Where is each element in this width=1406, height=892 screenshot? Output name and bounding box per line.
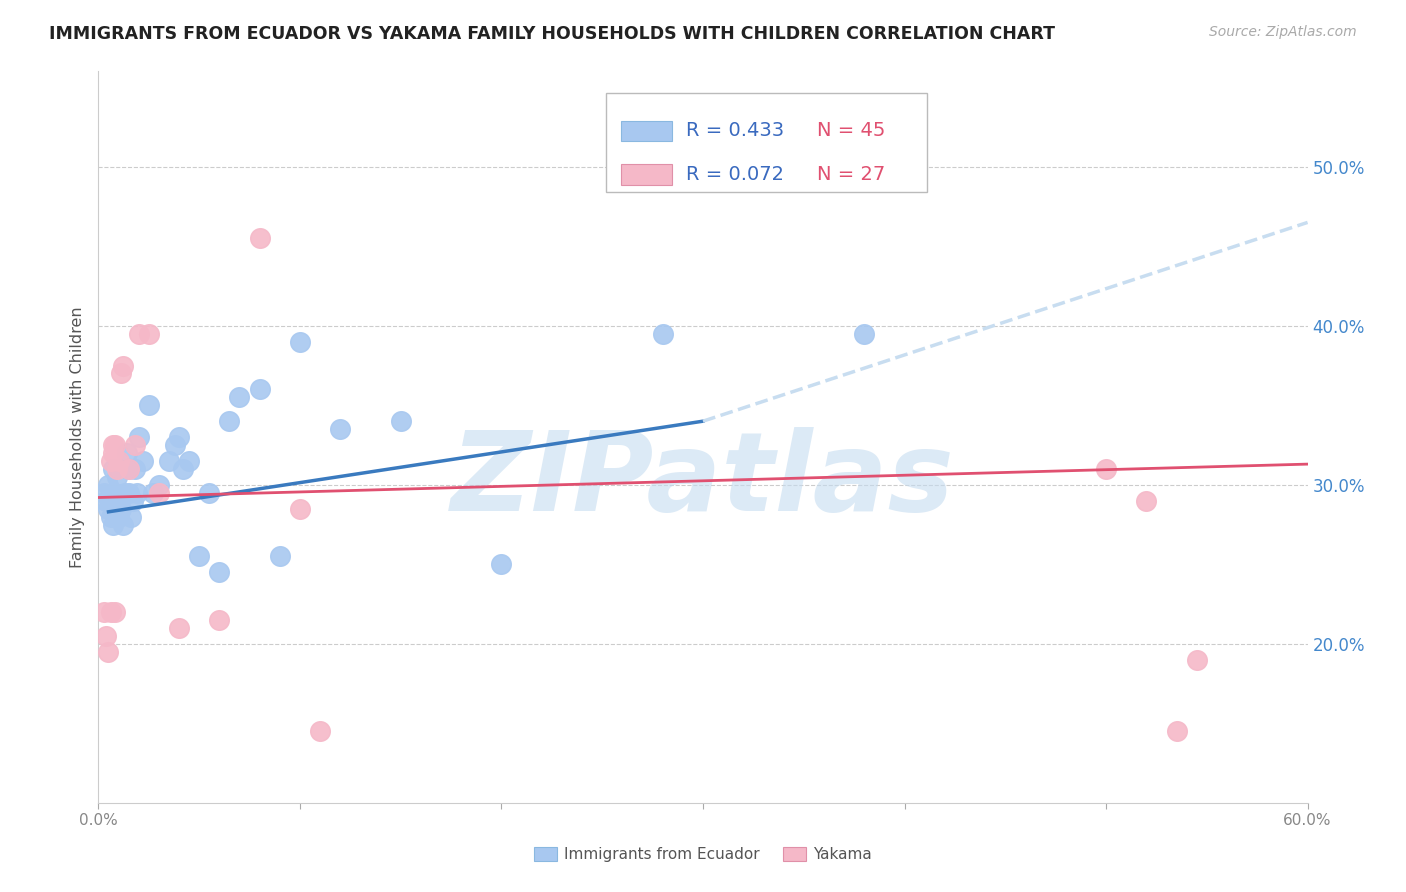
Point <box>218 414 240 428</box>
FancyBboxPatch shape <box>621 120 672 141</box>
Point <box>101 438 124 452</box>
Point <box>115 446 138 460</box>
Point <box>138 326 160 341</box>
Point <box>100 509 122 524</box>
Point <box>120 509 142 524</box>
FancyBboxPatch shape <box>606 94 927 192</box>
Point <box>288 501 311 516</box>
Point <box>107 509 129 524</box>
Point <box>148 477 170 491</box>
Point <box>208 613 231 627</box>
Point <box>138 398 160 412</box>
Point <box>101 446 124 460</box>
Point <box>93 605 115 619</box>
Point <box>111 359 134 373</box>
Point <box>93 485 115 500</box>
Point <box>105 462 128 476</box>
Point <box>1185 653 1208 667</box>
Point <box>208 566 231 580</box>
Point <box>103 438 125 452</box>
Point <box>651 326 673 341</box>
Text: R = 0.433: R = 0.433 <box>686 121 785 140</box>
Text: IMMIGRANTS FROM ECUADOR VS YAKAMA FAMILY HOUSEHOLDS WITH CHILDREN CORRELATION CH: IMMIGRANTS FROM ECUADOR VS YAKAMA FAMILY… <box>49 25 1056 43</box>
Point <box>107 493 129 508</box>
Point <box>124 438 146 452</box>
Point <box>103 485 125 500</box>
Point <box>148 485 170 500</box>
Point <box>128 326 150 341</box>
Point <box>105 470 128 484</box>
Point <box>249 383 271 397</box>
Y-axis label: Family Households with Children: Family Households with Children <box>69 306 84 568</box>
Point <box>100 454 122 468</box>
Point <box>198 485 221 500</box>
Text: Source: ZipAtlas.com: Source: ZipAtlas.com <box>1209 25 1357 39</box>
Point <box>329 422 352 436</box>
Point <box>1166 724 1188 739</box>
Point <box>101 462 124 476</box>
Point <box>107 454 129 468</box>
Point <box>172 462 194 476</box>
FancyBboxPatch shape <box>621 164 672 185</box>
Point <box>1135 493 1157 508</box>
Point <box>228 390 250 404</box>
Point <box>128 430 150 444</box>
Point <box>101 517 124 532</box>
Point <box>97 501 120 516</box>
Point <box>97 645 120 659</box>
Point <box>114 485 136 500</box>
Point <box>110 501 132 516</box>
Text: R = 0.072: R = 0.072 <box>686 165 785 184</box>
Point <box>167 621 190 635</box>
Point <box>111 517 134 532</box>
Point <box>132 454 155 468</box>
Point <box>124 462 146 476</box>
Point <box>269 549 291 564</box>
Point <box>309 724 332 739</box>
Point <box>100 605 122 619</box>
Point <box>142 485 165 500</box>
Point <box>97 477 120 491</box>
Point <box>1095 462 1118 476</box>
Point <box>118 462 141 476</box>
Legend: Immigrants from Ecuador, Yakama: Immigrants from Ecuador, Yakama <box>527 841 879 868</box>
Point <box>853 326 876 341</box>
Point <box>389 414 412 428</box>
Point <box>121 493 143 508</box>
Point <box>118 462 141 476</box>
Text: N = 45: N = 45 <box>817 121 884 140</box>
Point <box>491 558 513 572</box>
Point <box>110 367 132 381</box>
Point <box>179 454 201 468</box>
Point <box>125 485 148 500</box>
Point <box>103 501 125 516</box>
Point <box>188 549 211 564</box>
Text: ZIPatlas: ZIPatlas <box>451 427 955 534</box>
Point <box>118 485 141 500</box>
Point <box>157 454 180 468</box>
Point <box>96 493 118 508</box>
Point <box>163 438 186 452</box>
Point <box>167 430 190 444</box>
Text: N = 27: N = 27 <box>817 165 884 184</box>
Point <box>288 334 311 349</box>
Point <box>96 629 118 643</box>
Point <box>249 231 271 245</box>
Point <box>103 605 125 619</box>
